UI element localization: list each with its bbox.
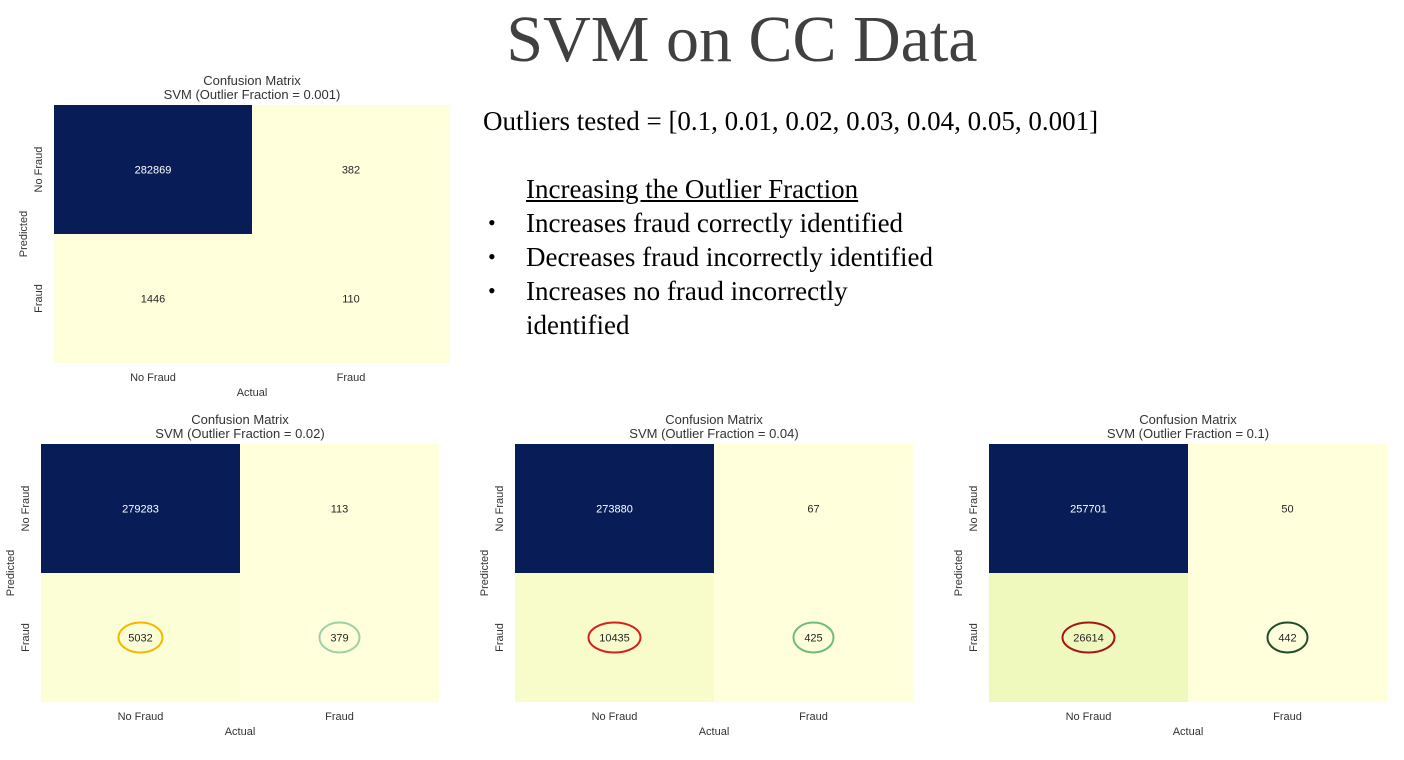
bullet-icon: • [488, 210, 496, 235]
cell-value-label: 425 [804, 633, 822, 645]
heatmap-cell [41, 444, 240, 573]
cell-value-label: 10435 [599, 633, 630, 645]
x-tick-label: No Fraud [130, 372, 176, 384]
finding-text: Increases no fraud incorrectly identifie… [526, 276, 848, 340]
chart-title: Confusion Matrix [203, 73, 301, 88]
cell-value-label: 442 [1278, 633, 1296, 645]
y-tick-label: Fraud [494, 623, 506, 652]
findings-heading: Increasing the Outlier Fraction [526, 174, 859, 204]
heatmap-cell [240, 444, 439, 573]
x-tick-label: No Fraud [118, 711, 164, 723]
x-tick-label: Fraud [1273, 711, 1302, 723]
cell-value-label: 113 [331, 504, 349, 516]
cell-value-label: 67 [807, 504, 819, 516]
chart-title: Confusion Matrix [191, 412, 289, 427]
x-tick-label: Fraud [325, 711, 354, 723]
heatmap-cell [989, 573, 1188, 702]
heatmap-cell [515, 573, 714, 702]
heatmap-cell [714, 573, 913, 702]
y-tick-label: No Fraud [494, 486, 506, 532]
highlight-ellipse [117, 621, 164, 654]
x-tick-label: Fraud [799, 711, 828, 723]
cell-value-label: 379 [330, 633, 348, 645]
chart-title: Confusion Matrix [665, 412, 763, 427]
x-axis-label: Actual [1173, 726, 1204, 738]
finding-item: • Decreases fraud incorrectly identified [484, 240, 964, 274]
cell-value-label: 110 [342, 294, 360, 306]
heatmap-cell [989, 444, 1188, 573]
slide-title: SVM on CC Data [506, 3, 978, 76]
cell-value-label: 257701 [1070, 504, 1107, 516]
y-axis-label: Predicted [953, 550, 965, 596]
x-axis-label: Actual [225, 726, 256, 738]
highlight-ellipse [587, 621, 642, 654]
findings-list: • Increases fraud correctly identified • D… [484, 206, 964, 342]
chart-subtitle: SVM (Outlier Fraction = 0.02) [155, 426, 324, 441]
heatmap-cell [515, 444, 714, 573]
outliers-tested-text: Outliers tested = [0.1, 0.01, 0.02, 0.03… [483, 106, 1099, 136]
cell-value-label: 50 [1281, 504, 1293, 516]
highlight-ellipse [1266, 621, 1309, 654]
heatmap-cell [240, 573, 439, 702]
cell-value-label: 382 [342, 165, 360, 177]
chart-subtitle: SVM (Outlier Fraction = 0.001) [164, 87, 341, 102]
heatmap-cell [252, 105, 450, 234]
finding-text: Decreases fraud incorrectly identified [526, 242, 934, 272]
x-tick-label: No Fraud [1066, 711, 1112, 723]
cell-value-label: 1446 [141, 294, 165, 306]
finding-item: • Increases fraud correctly identified [484, 206, 964, 240]
cell-value-label: 5032 [128, 633, 152, 645]
cell-value-label: 273880 [596, 504, 633, 516]
cell-value-label: 279283 [122, 504, 159, 516]
heatmap-cell [54, 105, 252, 234]
y-axis-label: Predicted [479, 550, 491, 596]
heatmap-cell [714, 444, 913, 573]
y-axis-label: Predicted [5, 550, 17, 596]
heatmap-cell [1188, 573, 1387, 702]
y-tick-label: Fraud [33, 284, 45, 313]
x-axis-label: Actual [237, 387, 268, 399]
x-tick-label: Fraud [337, 372, 366, 384]
highlight-ellipse [792, 621, 835, 654]
y-axis-label: Predicted [18, 211, 30, 257]
heatmap-cell [252, 234, 450, 363]
x-axis-label: Actual [699, 726, 730, 738]
cell-value-label: 282869 [135, 165, 172, 177]
cell-value-label: 26614 [1073, 633, 1104, 645]
bullet-icon: • [488, 244, 496, 269]
highlight-ellipse [318, 621, 361, 654]
y-tick-label: Fraud [20, 623, 32, 652]
chart-subtitle: SVM (Outlier Fraction = 0.04) [629, 426, 798, 441]
heatmap-cell [1188, 444, 1387, 573]
chart-subtitle: SVM (Outlier Fraction = 0.1) [1107, 426, 1269, 441]
heatmap-cell [54, 234, 252, 363]
y-tick-label: No Fraud [20, 486, 32, 532]
x-tick-label: No Fraud [592, 711, 638, 723]
y-tick-label: No Fraud [33, 147, 45, 193]
finding-text: Increases fraud correctly identified [526, 208, 904, 238]
heatmap-cell [41, 573, 240, 702]
highlight-ellipse [1061, 621, 1116, 654]
finding-item: • Increases no fraud incorrectly identifi… [484, 274, 886, 342]
y-tick-label: No Fraud [968, 486, 980, 532]
bullet-icon: • [488, 278, 496, 303]
chart-title: Confusion Matrix [1139, 412, 1237, 427]
y-tick-label: Fraud [968, 623, 980, 652]
